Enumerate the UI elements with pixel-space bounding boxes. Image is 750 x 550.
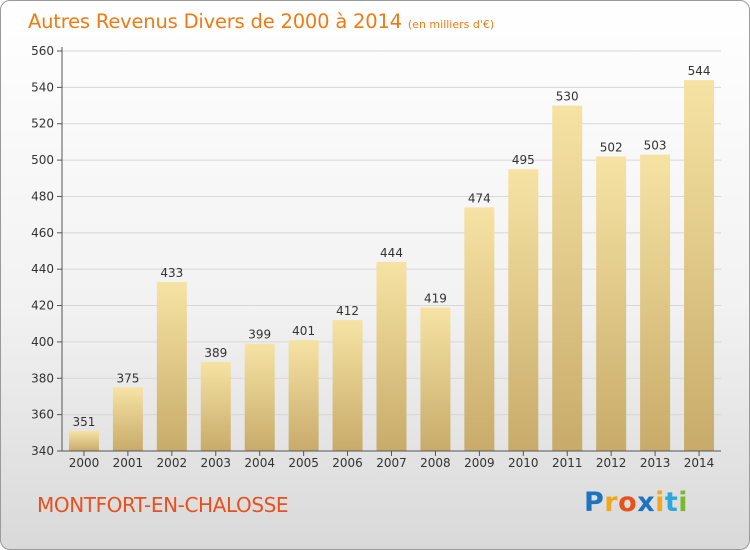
- bar: [156, 281, 187, 451]
- x-tick-label: 2001: [113, 456, 144, 470]
- x-tick-label: 2014: [684, 456, 715, 470]
- x-tick-label: 2009: [464, 456, 495, 470]
- bar: [508, 169, 539, 451]
- bar: [684, 80, 715, 451]
- data-label: 401: [292, 324, 315, 338]
- y-tick-label: 560: [31, 44, 54, 58]
- y-tick-label: 460: [31, 226, 54, 240]
- bar: [464, 207, 495, 451]
- x-tick-label: 2002: [157, 456, 188, 470]
- data-label: 544: [688, 64, 711, 78]
- bar: [552, 105, 583, 451]
- brand-letter: P: [584, 487, 605, 518]
- y-tick-label: 540: [31, 80, 54, 94]
- bar: [332, 320, 363, 451]
- data-label: 474: [468, 191, 491, 205]
- bar: [376, 261, 407, 451]
- bar: [112, 387, 143, 451]
- data-label: 495: [512, 153, 535, 167]
- brand-letter: i: [655, 487, 665, 518]
- brand-letter: o: [618, 487, 638, 518]
- data-label: 419: [424, 291, 447, 305]
- data-label: 433: [160, 266, 183, 280]
- commune-name: MONTFORT-EN-CHALOSSE: [37, 493, 289, 517]
- y-tick-label: 520: [31, 117, 54, 131]
- y-tick-label: 360: [31, 408, 54, 422]
- data-label: 444: [380, 246, 403, 260]
- bar: [68, 431, 99, 451]
- bar: [640, 154, 671, 452]
- x-tick-label: 2006: [332, 456, 363, 470]
- brand-letter: x: [637, 487, 656, 518]
- x-tick-label: 2000: [69, 456, 100, 470]
- y-tick-label: 400: [31, 335, 54, 349]
- data-label: 530: [556, 90, 579, 104]
- x-tick-label: 2005: [288, 456, 319, 470]
- x-tick-label: 2013: [640, 456, 671, 470]
- x-tick-label: 2012: [596, 456, 627, 470]
- y-tick-label: 480: [31, 189, 54, 203]
- brand-letter: r: [604, 487, 619, 518]
- y-tick-labels: 340 360 380 400 420 440 460 480 500 520 540 560: [31, 44, 54, 458]
- chart-subtitle: (en milliers d'€): [407, 18, 495, 31]
- y-tick-label: 440: [31, 262, 54, 276]
- brand-letter: i: [678, 487, 689, 518]
- bar: [200, 361, 231, 451]
- bar: [596, 156, 627, 452]
- x-tick-label: 2004: [244, 456, 275, 470]
- data-label: 399: [248, 328, 271, 342]
- proxiti-logo: Proxiti: [584, 487, 688, 518]
- data-label: 412: [336, 304, 359, 318]
- bar: [244, 343, 275, 451]
- x-tick-label: 2008: [420, 456, 451, 470]
- bar: [288, 340, 319, 451]
- brand-letter: t: [664, 487, 679, 518]
- data-label: 375: [116, 371, 139, 385]
- data-label: 503: [644, 139, 667, 153]
- x-tick-labels: 2000 2001 2002 2003 2004 2005 2006 2007 2008 2009…: [69, 451, 715, 470]
- bar-group: [68, 80, 715, 452]
- chart-header: Autres Revenus Divers de 2000 à 2014 (en …: [28, 10, 494, 33]
- x-tick-label: 2010: [508, 456, 539, 470]
- data-labels: 351 375 433 389 399 401 412 444 419 474 495 530 502 5…: [73, 64, 711, 429]
- y-tick-label: 500: [31, 153, 54, 167]
- data-label: 389: [204, 346, 227, 360]
- x-tick-label: 2011: [552, 456, 583, 470]
- y-tick-label: 420: [31, 299, 54, 313]
- bar: [420, 307, 451, 451]
- x-tick-label: 2007: [376, 456, 407, 470]
- y-tick-label: 340: [31, 444, 54, 458]
- x-tick-label: 2003: [200, 456, 231, 470]
- chart-title: Autres Revenus Divers de 2000 à 2014: [28, 10, 402, 33]
- data-label: 502: [600, 140, 623, 154]
- data-label: 351: [73, 415, 96, 429]
- y-tick-label: 380: [31, 371, 54, 385]
